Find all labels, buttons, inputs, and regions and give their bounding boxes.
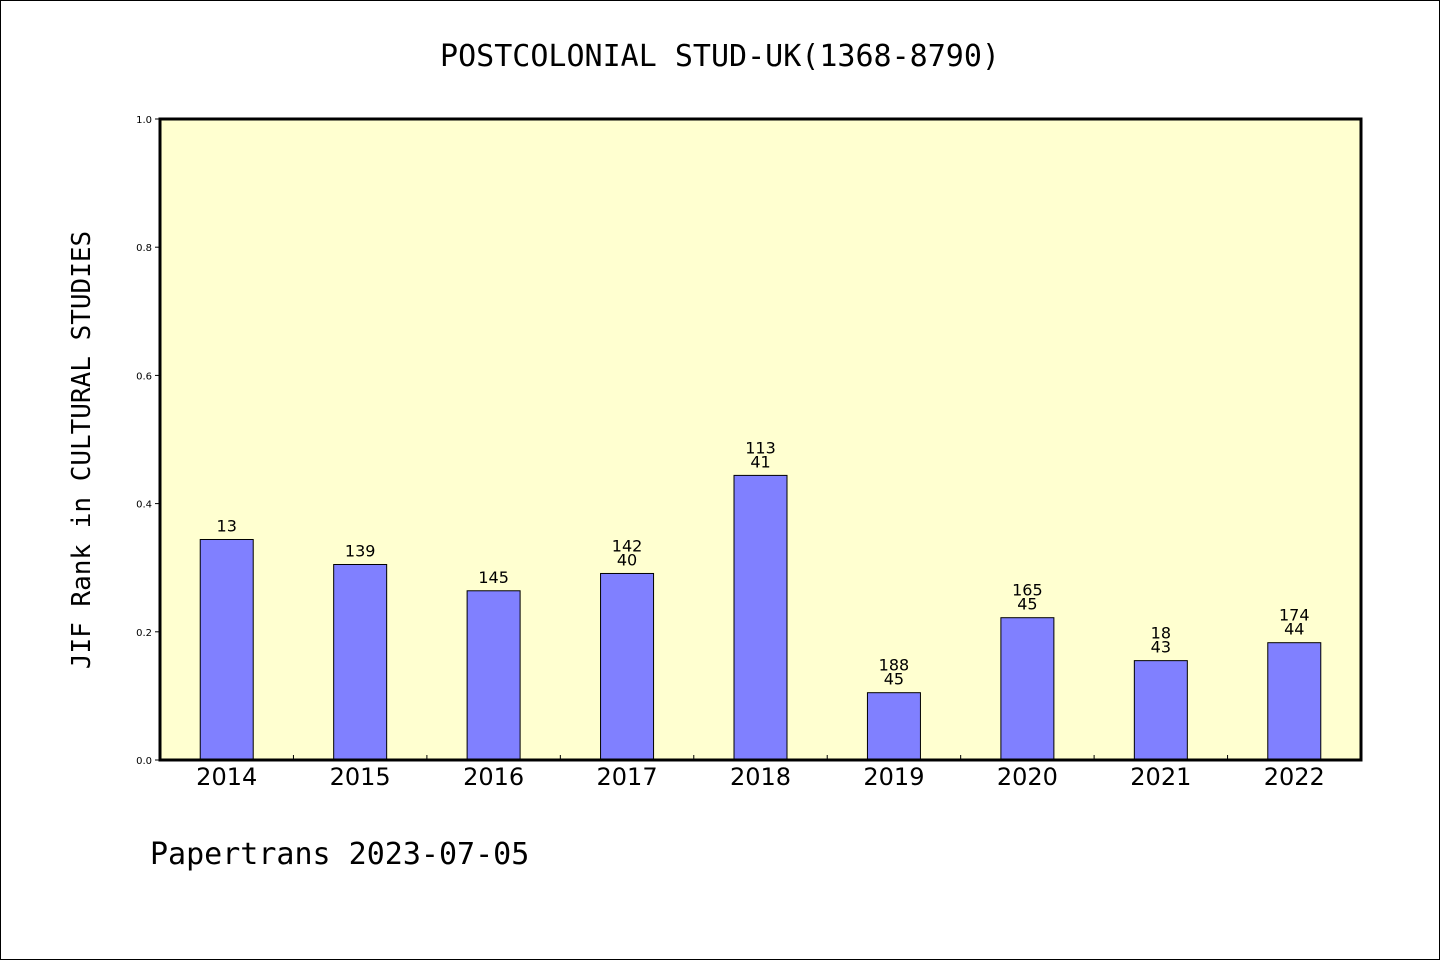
bars-group	[199, 474, 1322, 761]
data-label-2017-1: 142	[612, 536, 643, 555]
bar-2018	[733, 474, 788, 761]
x-tick-label-2016: 2016	[463, 763, 524, 791]
x-tick-label-2021: 2021	[1130, 763, 1191, 791]
data-label-2016-1: 145	[478, 568, 509, 587]
y-axis-label: JIF Rank in CULTURAL STUDIES	[67, 231, 97, 669]
y-tick-label-4: 0.8	[136, 243, 152, 254]
x-tick-label-2019: 2019	[863, 763, 924, 791]
data-label-2015-1: 139	[345, 541, 376, 560]
x-tick-label-2020: 2020	[997, 763, 1058, 791]
data-label-2022-1: 174	[1279, 606, 1310, 625]
x-tick-label-2022: 2022	[1264, 763, 1325, 791]
data-label-2018-2: 41	[750, 452, 770, 471]
bar-2015	[333, 563, 388, 761]
bar-2020	[1000, 617, 1055, 761]
x-tick-label-2018: 2018	[730, 763, 791, 791]
y-tick-label-0: 0.0	[136, 756, 152, 767]
data-label-2017-2: 40	[617, 550, 637, 569]
footer-credit: Papertrans 2023-07-05	[150, 837, 529, 872]
x-tick-label-2015: 2015	[330, 763, 391, 791]
y-tick-label-5: 1.0	[136, 115, 152, 126]
chart-title: POSTCOLONIAL STUD-UK(1368-8790)	[440, 39, 1000, 74]
bar-2021	[1133, 660, 1188, 761]
x-tick-label-2014: 2014	[196, 763, 257, 791]
data-label-2019-1: 188	[879, 656, 910, 675]
y-axis: 0.0 0.2 0.4 0.6 0.8 1.0	[136, 115, 160, 767]
data-label-2019-2: 45	[884, 670, 904, 689]
plot-border	[158, 117, 1363, 762]
data-label-2018-1: 113	[745, 438, 776, 457]
data-label-2014-1: 13	[217, 516, 237, 535]
data-label-2021-2: 43	[1151, 638, 1171, 657]
bar-2017	[600, 572, 655, 761]
bar-2016	[466, 590, 521, 761]
y-tick-label-3: 0.6	[136, 371, 152, 382]
bar-2019	[866, 692, 921, 761]
data-label-2021-1: 18	[1151, 624, 1171, 643]
bar-2014	[199, 538, 254, 761]
data-label-2022-2: 44	[1284, 620, 1304, 639]
y-tick-label-1: 0.2	[136, 628, 152, 639]
x-tick-label-2017: 2017	[597, 763, 658, 791]
bar-2022	[1267, 642, 1322, 761]
x-axis: 2014 2015 2016 2017 2018 2019 2020 2021 2022	[196, 755, 1325, 791]
data-label-2020-2: 45	[1017, 595, 1037, 614]
y-tick-label-2: 0.4	[136, 500, 152, 511]
data-label-2020-1: 165	[1012, 581, 1043, 600]
